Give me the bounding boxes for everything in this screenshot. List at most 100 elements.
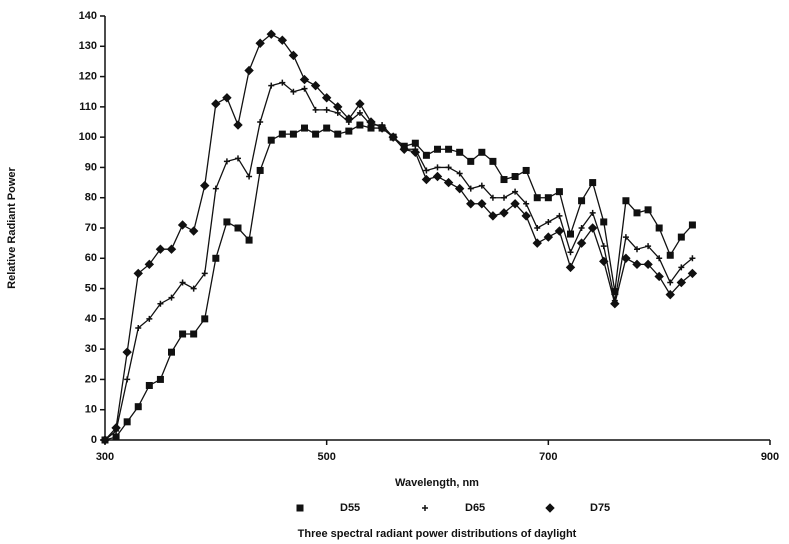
marker-diamond [546,504,554,512]
marker-square [279,131,285,137]
marker-plus [313,107,319,113]
marker-square [191,331,197,337]
marker-plus [235,155,241,161]
marker-square [135,404,141,410]
y-tick-label: 20 [85,373,97,385]
legend-label: D75 [590,502,610,514]
series-line [105,34,692,440]
marker-plus [446,164,452,170]
y-tick-label: 130 [79,40,97,52]
marker-plus [545,219,551,225]
marker-square [357,122,363,128]
marker-diamond [223,94,231,102]
marker-square [324,125,330,131]
y-tick-label: 80 [85,192,97,204]
marker-diamond [633,260,641,268]
marker-plus [268,83,274,89]
y-axis-label: Relative Radiant Power [6,166,18,288]
marker-diamond [445,179,453,187]
y-tick-label: 120 [79,70,97,82]
marker-square [180,331,186,337]
marker-square [169,349,175,355]
marker-square [457,149,463,155]
marker-plus [257,119,263,125]
marker-square [202,316,208,322]
marker-plus [556,213,562,219]
marker-plus [422,505,428,511]
y-tick-label: 90 [85,161,97,173]
x-tick-label: 900 [761,451,779,463]
marker-diamond [212,100,220,108]
series-line [105,125,692,440]
marker-square [501,177,507,183]
marker-diamond [567,263,575,271]
marker-square [534,195,540,201]
marker-square [257,167,263,173]
marker-diamond [555,227,563,235]
marker-square [213,255,219,261]
marker-square [268,137,274,143]
y-tick-label: 50 [85,282,97,294]
marker-square [645,207,651,213]
marker-plus [213,186,219,192]
marker-square [590,180,596,186]
marker-square [146,382,152,388]
marker-square [623,198,629,204]
y-tick-label: 30 [85,343,97,355]
marker-square [346,128,352,134]
marker-square [656,225,662,231]
marker-plus [435,164,441,170]
marker-square [435,146,441,152]
y-tick-label: 0 [91,434,97,446]
y-tick-label: 10 [85,404,97,416]
marker-diamond [245,67,253,75]
marker-square [157,376,163,382]
marker-square [490,158,496,164]
marker-square [224,219,230,225]
x-tick-label: 500 [317,451,335,463]
y-tick-label: 40 [85,313,97,325]
y-tick-label: 100 [79,131,97,143]
marker-diamond [179,221,187,229]
marker-plus [324,107,330,113]
marker-plus [534,225,540,231]
marker-square [335,131,341,137]
marker-plus [423,167,429,173]
marker-square [468,158,474,164]
marker-diamond [301,76,309,84]
y-tick-label: 110 [79,101,97,113]
y-tick-label: 60 [85,252,97,264]
marker-plus [302,86,308,92]
marker-diamond [168,245,176,253]
marker-square [579,198,585,204]
y-tick-label: 70 [85,222,97,234]
marker-square [689,222,695,228]
marker-square [297,505,303,511]
marker-square [113,434,119,440]
marker-plus [601,243,607,249]
marker-diamond [123,348,131,356]
marker-plus [224,158,230,164]
marker-square [512,174,518,180]
marker-square [479,149,485,155]
marker-diamond [434,173,442,181]
marker-square [423,152,429,158]
marker-diamond [544,233,552,241]
x-tick-label: 700 [539,451,557,463]
marker-diamond [422,176,430,184]
marker-square [412,140,418,146]
marker-plus [501,195,507,201]
x-axis-label: Wavelength, nm [395,477,479,489]
marker-square [667,252,673,258]
marker-square [678,234,684,240]
marker-diamond [201,182,209,190]
caption: Three spectral radiant power distributio… [298,528,577,540]
marker-square [290,131,296,137]
marker-square [634,210,640,216]
marker-square [235,225,241,231]
marker-square [523,167,529,173]
marker-plus [246,174,252,180]
marker-plus [124,376,130,382]
marker-diamond [533,239,541,247]
y-tick-label: 140 [79,10,97,22]
